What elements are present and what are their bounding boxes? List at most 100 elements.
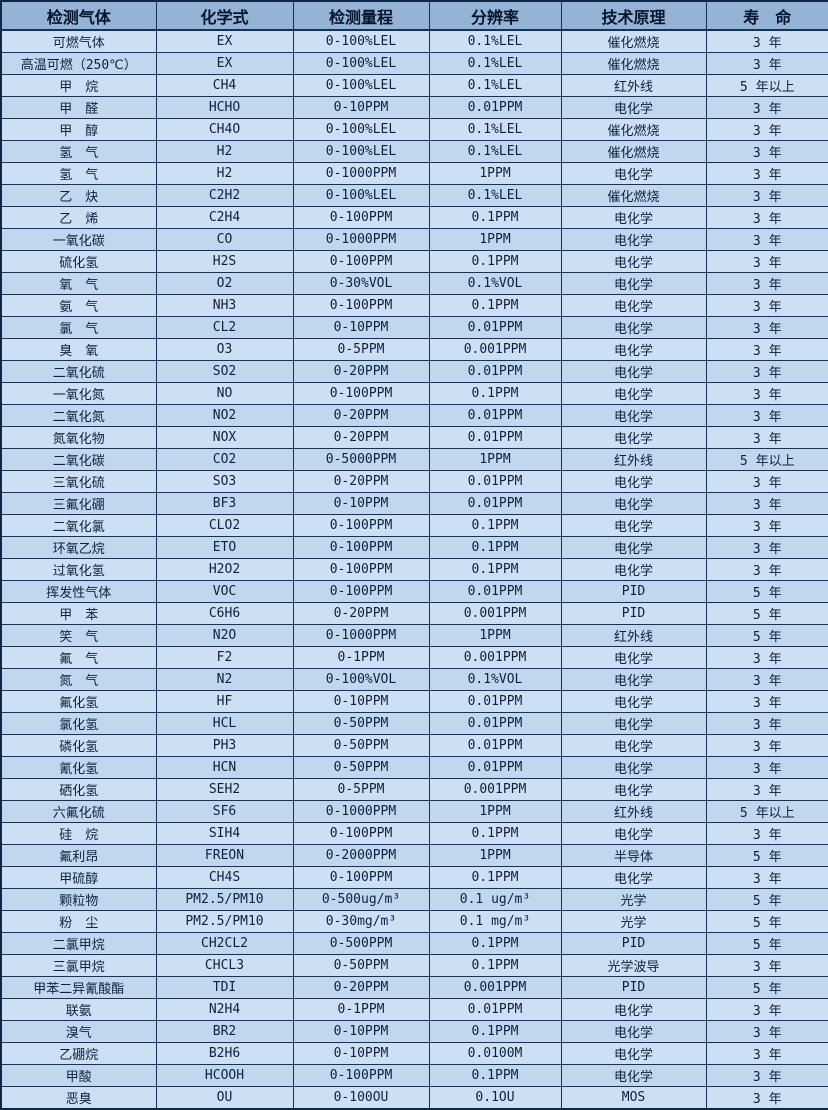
principle-cell: 电化学 xyxy=(560,382,707,405)
chemical-formula-cell: ETO xyxy=(155,536,294,559)
principle-cell: 电化学 xyxy=(560,272,707,295)
table-row: 硫化氢 H2S 0-100PPM 0.1PPM 电化学 3 年 xyxy=(0,250,828,273)
gas-name-cell: 乙硼烷 xyxy=(0,1042,157,1065)
header-gas-name: 检测气体 xyxy=(0,0,157,31)
principle-cell: 电化学 xyxy=(560,228,707,251)
gas-name-cell: 甲 烷 xyxy=(0,74,157,97)
lifespan-cell: 5 年 xyxy=(705,844,828,867)
resolution-cell: 0.01PPM xyxy=(428,998,562,1021)
resolution-cell: 0.01PPM xyxy=(428,426,562,449)
gas-name-cell: 二氧化氮 xyxy=(0,404,157,427)
table-row: 粉 尘 PM2.5/PM10 0-30mg/m³ 0.1 mg/m³ 光学 5 年 xyxy=(0,910,828,933)
gas-name-cell: 乙 炔 xyxy=(0,184,157,207)
lifespan-cell: 3 年 xyxy=(705,338,828,361)
table-row: 二氧化氯 CLO2 0-100PPM 0.1PPM 电化学 3 年 xyxy=(0,514,828,537)
gas-name-cell: 挥发性气体 xyxy=(0,580,157,603)
chemical-formula-cell: N2 xyxy=(155,668,294,691)
detection-range-cell: 0-50PPM xyxy=(292,756,430,779)
resolution-cell: 0.01PPM xyxy=(428,470,562,493)
resolution-cell: 0.01PPM xyxy=(428,712,562,735)
header-row: 检测气体 化学式 检测量程 分辨率 技术原理 寿 命 xyxy=(0,0,828,31)
lifespan-cell: 3 年 xyxy=(705,536,828,559)
table-row: 二氧化氮 NO2 0-20PPM 0.01PPM 电化学 3 年 xyxy=(0,404,828,427)
principle-cell: 电化学 xyxy=(560,756,707,779)
lifespan-cell: 3 年 xyxy=(705,140,828,163)
table-row: 二氧化碳 CO2 0-5000PPM 1PPM 红外线 5 年以上 xyxy=(0,448,828,471)
gas-name-cell: 氰化氢 xyxy=(0,756,157,779)
principle-cell: 催化燃烧 xyxy=(560,140,707,163)
principle-cell: 电化学 xyxy=(560,1064,707,1087)
chemical-formula-cell: CO2 xyxy=(155,448,294,471)
table-row: 乙硼烷 B2H6 0-10PPM 0.0100M 电化学 3 年 xyxy=(0,1042,828,1065)
lifespan-cell: 3 年 xyxy=(705,184,828,207)
detection-range-cell: 0-5PPM xyxy=(292,338,430,361)
table-row: 甲 苯 C6H6 0-20PPM 0.001PPM PID 5 年 xyxy=(0,602,828,625)
resolution-cell: 0.1PPM xyxy=(428,954,562,977)
lifespan-cell: 3 年 xyxy=(705,426,828,449)
detection-range-cell: 0-100PPM xyxy=(292,536,430,559)
detection-range-cell: 0-500ug/m³ xyxy=(292,888,430,911)
resolution-cell: 0.001PPM xyxy=(428,976,562,999)
principle-cell: PID xyxy=(560,976,707,999)
chemical-formula-cell: N2H4 xyxy=(155,998,294,1021)
principle-cell: 电化学 xyxy=(560,470,707,493)
lifespan-cell: 5 年 xyxy=(705,580,828,603)
detection-range-cell: 0-1000PPM xyxy=(292,624,430,647)
chemical-formula-cell: NO xyxy=(155,382,294,405)
lifespan-cell: 3 年 xyxy=(705,1042,828,1065)
table-row: 二氯甲烷 CH2CL2 0-500PPM 0.1PPM PID 5 年 xyxy=(0,932,828,955)
table-row: 臭 氧 O3 0-5PPM 0.001PPM 电化学 3 年 xyxy=(0,338,828,361)
table-row: 氟 气 F2 0-1PPM 0.001PPM 电化学 3 年 xyxy=(0,646,828,669)
resolution-cell: 0.1PPM xyxy=(428,932,562,955)
lifespan-cell: 3 年 xyxy=(705,1020,828,1043)
principle-cell: 电化学 xyxy=(560,712,707,735)
principle-cell: 电化学 xyxy=(560,668,707,691)
detection-range-cell: 0-10PPM xyxy=(292,316,430,339)
resolution-cell: 0.1PPM xyxy=(428,866,562,889)
detection-range-cell: 0-30mg/m³ xyxy=(292,910,430,933)
detection-range-cell: 0-100PPM xyxy=(292,866,430,889)
principle-cell: 催化燃烧 xyxy=(560,184,707,207)
table-row: 高温可燃（250℃） EX 0-100%LEL 0.1%LEL 催化燃烧 3 年 xyxy=(0,52,828,75)
table-row: 氟化氢 HF 0-10PPM 0.01PPM 电化学 3 年 xyxy=(0,690,828,713)
resolution-cell: 0.1%LEL xyxy=(428,29,562,53)
chemical-formula-cell: OU xyxy=(155,1086,294,1110)
principle-cell: 红外线 xyxy=(560,800,707,823)
chemical-formula-cell: SEH2 xyxy=(155,778,294,801)
principle-cell: 电化学 xyxy=(560,690,707,713)
gas-name-cell: 硒化氢 xyxy=(0,778,157,801)
detection-range-cell: 0-10PPM xyxy=(292,492,430,515)
detection-range-cell: 0-100PPM xyxy=(292,1064,430,1087)
detection-range-cell: 0-5PPM xyxy=(292,778,430,801)
detection-range-cell: 0-100PPM xyxy=(292,206,430,229)
header-chemical-formula: 化学式 xyxy=(155,0,294,31)
gas-name-cell: 甲 醛 xyxy=(0,96,157,119)
resolution-cell: 0.1 ug/m³ xyxy=(428,888,562,911)
resolution-cell: 0.01PPM xyxy=(428,492,562,515)
table-row: 氮氧化物 NOX 0-20PPM 0.01PPM 电化学 3 年 xyxy=(0,426,828,449)
detection-range-cell: 0-10PPM xyxy=(292,1020,430,1043)
lifespan-cell: 3 年 xyxy=(705,360,828,383)
gas-name-cell: 氧 气 xyxy=(0,272,157,295)
table-row: 可燃气体 EX 0-100%LEL 0.1%LEL 催化燃烧 3 年 xyxy=(0,29,828,53)
chemical-formula-cell: BR2 xyxy=(155,1020,294,1043)
gas-name-cell: 三氟化硼 xyxy=(0,492,157,515)
lifespan-cell: 3 年 xyxy=(705,822,828,845)
resolution-cell: 1PPM xyxy=(428,448,562,471)
detection-range-cell: 0-100PPM xyxy=(292,382,430,405)
chemical-formula-cell: C6H6 xyxy=(155,602,294,625)
detection-range-cell: 0-1000PPM xyxy=(292,162,430,185)
lifespan-cell: 3 年 xyxy=(705,646,828,669)
gas-name-cell: 氟 气 xyxy=(0,646,157,669)
header-detection-range: 检测量程 xyxy=(292,0,430,31)
lifespan-cell: 3 年 xyxy=(705,734,828,757)
resolution-cell: 0.01PPM xyxy=(428,580,562,603)
lifespan-cell: 3 年 xyxy=(705,294,828,317)
principle-cell: 电化学 xyxy=(560,734,707,757)
gas-name-cell: 甲硫醇 xyxy=(0,866,157,889)
table-row: 甲 烷 CH4 0-100%LEL 0.1%LEL 红外线 5 年以上 xyxy=(0,74,828,97)
detection-range-cell: 0-20PPM xyxy=(292,470,430,493)
principle-cell: 电化学 xyxy=(560,250,707,273)
resolution-cell: 0.01PPM xyxy=(428,96,562,119)
lifespan-cell: 5 年以上 xyxy=(705,74,828,97)
